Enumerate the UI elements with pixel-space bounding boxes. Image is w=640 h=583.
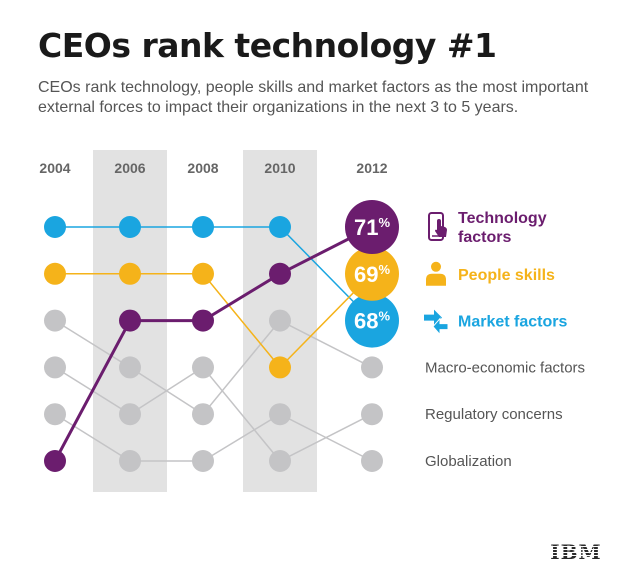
point-market-factors-2012 bbox=[345, 293, 399, 348]
legend-label-regulatory-concerns: Regulatory concerns bbox=[425, 406, 563, 423]
point-market-factors-2004 bbox=[44, 216, 66, 238]
point-people-skills-2006 bbox=[119, 262, 141, 285]
point-macro-economic-factors-2012 bbox=[361, 356, 383, 379]
point-regulatory-concerns-2010 bbox=[269, 450, 291, 472]
point-macro-economic-factors-2006 bbox=[119, 356, 141, 379]
point-globalization-2010 bbox=[269, 403, 291, 426]
point-technology-factors-2004 bbox=[44, 450, 66, 472]
legend-label-globalization: Globalization bbox=[425, 453, 512, 470]
year-label-2006: 2006 bbox=[114, 160, 145, 176]
year-label-2012: 2012 bbox=[356, 160, 387, 176]
legend-label-macro-economic-factors: Macro-economic factors bbox=[425, 359, 585, 376]
point-globalization-2008 bbox=[192, 450, 214, 472]
chart-subtitle: CEOs rank technology, people skills and … bbox=[38, 79, 589, 116]
point-technology-factors-2008 bbox=[192, 309, 214, 332]
year-label-2004: 2004 bbox=[39, 160, 70, 176]
legend-label-technology-factors: Technology factors bbox=[458, 210, 547, 246]
point-market-factors-2006 bbox=[119, 216, 141, 238]
year-label-2010: 2010 bbox=[264, 160, 295, 176]
point-technology-factors-2010 bbox=[269, 262, 291, 285]
smartphone-touch-icon bbox=[428, 212, 447, 241]
legend-label-market-factors: Market factors bbox=[458, 314, 567, 331]
point-market-factors-2010 bbox=[269, 216, 291, 238]
point-globalization-2012 bbox=[361, 450, 383, 472]
point-macro-economic-factors-2008 bbox=[192, 403, 214, 426]
point-people-skills-2010 bbox=[269, 356, 291, 379]
point-regulatory-concerns-2012 bbox=[361, 403, 383, 426]
point-regulatory-concerns-2008 bbox=[192, 356, 214, 379]
ibm-logo: IBM bbox=[546, 541, 606, 563]
point-people-skills-2004 bbox=[44, 262, 66, 285]
point-people-skills-2012 bbox=[345, 246, 399, 301]
legend-label-people-skills: People skills bbox=[458, 267, 555, 284]
point-macro-economic-factors-2004 bbox=[44, 309, 66, 332]
chart-title: CEOs rank technology #1 bbox=[38, 26, 497, 65]
point-technology-factors-2006 bbox=[119, 309, 141, 332]
point-regulatory-concerns-2006 bbox=[119, 403, 141, 426]
point-regulatory-concerns-2004 bbox=[44, 356, 66, 379]
point-macro-economic-factors-2010 bbox=[269, 309, 291, 332]
point-people-skills-2008 bbox=[192, 262, 214, 285]
year-label-2008: 2008 bbox=[187, 160, 218, 176]
point-globalization-2004 bbox=[44, 403, 66, 426]
person-icon bbox=[426, 261, 446, 286]
point-globalization-2006 bbox=[119, 450, 141, 472]
point-market-factors-2008 bbox=[192, 216, 214, 238]
arrows-icon bbox=[424, 309, 449, 336]
data-label-people-skills: 69% bbox=[354, 262, 390, 287]
point-technology-factors-2012 bbox=[345, 200, 399, 254]
